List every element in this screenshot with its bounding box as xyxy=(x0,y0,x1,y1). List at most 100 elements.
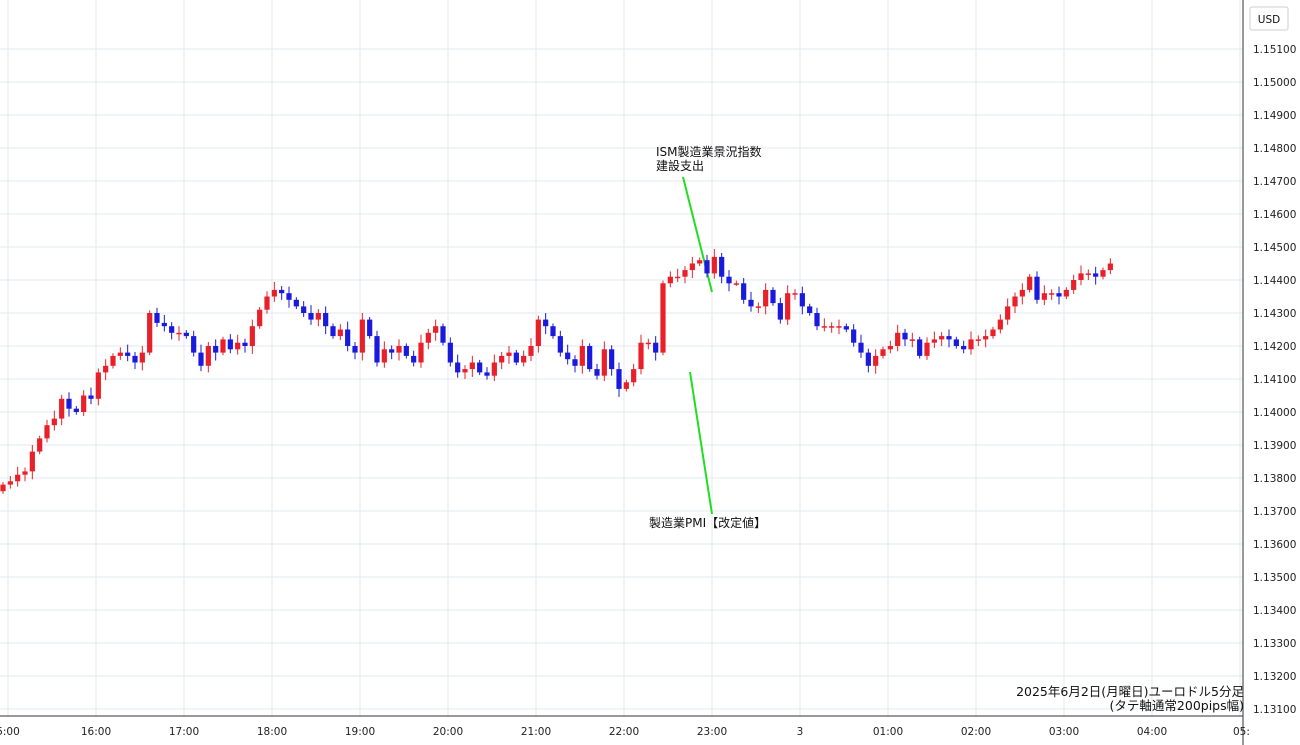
price-tick-label: 1.13700 xyxy=(1253,506,1296,518)
candle-body xyxy=(191,336,197,353)
candle-body xyxy=(0,484,6,492)
candle-body xyxy=(396,346,402,353)
candle-body xyxy=(44,425,50,439)
candle-body xyxy=(125,352,131,356)
price-axis-labels: 1.15100 1.15000 1.14900 1.14800 1.14700 1.146… xyxy=(1253,44,1296,716)
candle-body xyxy=(66,398,72,409)
caption-line: 2025年6月2日(月曜日)ユーロドル5分足 xyxy=(1016,684,1244,699)
time-tick-label: 21:00 xyxy=(521,726,551,738)
candle-body xyxy=(675,276,681,279)
candle-body xyxy=(235,342,241,350)
time-tick-label: 04:00 xyxy=(1137,726,1167,738)
candle-body xyxy=(836,326,842,328)
price-tick-label: 1.13800 xyxy=(1253,473,1296,485)
candle-body xyxy=(975,339,981,341)
candle-body xyxy=(1107,263,1113,271)
candle-body xyxy=(1063,289,1069,297)
candles xyxy=(0,248,1113,494)
candle-body xyxy=(301,306,307,313)
candle-body xyxy=(829,326,835,328)
candle-body xyxy=(1019,289,1025,297)
time-tick-label: 17:00 xyxy=(169,726,199,738)
candle-body xyxy=(455,362,461,373)
time-tick-label: 22:00 xyxy=(609,726,639,738)
candle-body xyxy=(293,299,299,307)
candle-body xyxy=(183,332,189,337)
candle-body xyxy=(81,395,87,412)
candle-body xyxy=(117,352,123,356)
candle-body xyxy=(785,293,791,320)
candle-body xyxy=(88,395,94,399)
currency-label: USD xyxy=(1258,14,1280,26)
currency-badge xyxy=(1249,6,1289,31)
candle-body xyxy=(609,349,615,370)
candle-body xyxy=(161,322,167,327)
candle-body xyxy=(484,372,490,376)
candle-body xyxy=(1041,293,1047,300)
candle-body xyxy=(176,332,182,335)
candle-body xyxy=(389,349,395,353)
price-tick-label: 1.14000 xyxy=(1253,407,1296,419)
candle-body xyxy=(286,293,292,300)
candle-body xyxy=(1005,306,1011,320)
candle-body xyxy=(880,349,886,356)
candle-body xyxy=(807,306,813,313)
candle-body xyxy=(1085,273,1091,275)
candle-body xyxy=(323,313,329,327)
candle-body xyxy=(587,346,593,370)
candle-body xyxy=(37,438,43,452)
candle-body xyxy=(513,352,519,363)
candle-body xyxy=(770,289,776,304)
price-tick-label: 1.15100 xyxy=(1253,44,1296,56)
annotation-pmi: 製造業PMI【改定値】 xyxy=(649,515,766,530)
candle-body xyxy=(865,352,871,366)
price-tick-label: 1.14500 xyxy=(1253,242,1296,254)
grid-lines xyxy=(0,0,1243,716)
candle-body xyxy=(682,270,688,277)
candle-body xyxy=(440,326,446,343)
candle-body xyxy=(213,346,219,353)
candle-body xyxy=(851,329,857,343)
candle-body xyxy=(1093,273,1099,277)
candle-body xyxy=(579,346,585,366)
candle-body xyxy=(873,355,879,366)
candle-body xyxy=(645,342,651,345)
price-tick-label: 1.13200 xyxy=(1253,671,1296,683)
candle-body xyxy=(499,355,505,363)
candle-body xyxy=(631,369,637,383)
candle-body xyxy=(777,303,783,320)
price-tick-label: 1.13600 xyxy=(1253,539,1296,551)
candle-body xyxy=(433,326,439,333)
candle-body xyxy=(345,329,351,346)
candle-body xyxy=(953,339,959,346)
candle-body xyxy=(961,346,967,350)
candle-body xyxy=(917,339,923,356)
time-tick-label: 02:00 xyxy=(961,726,991,738)
candle-body xyxy=(763,289,769,307)
candle-body xyxy=(462,369,468,373)
candle-body xyxy=(279,289,285,294)
candle-body xyxy=(132,355,138,363)
price-tick-label: 1.13900 xyxy=(1253,440,1296,452)
candle-body xyxy=(169,326,175,333)
time-tick-label: 16:00 xyxy=(81,726,111,738)
price-tick-label: 1.13300 xyxy=(1253,638,1296,650)
candle-body xyxy=(653,342,659,353)
candle-body xyxy=(29,451,35,472)
candle-body xyxy=(411,355,417,363)
price-tick-label: 1.14200 xyxy=(1253,341,1296,353)
candle-body xyxy=(337,329,343,337)
time-tick-label: 18:00 xyxy=(257,726,287,738)
annotation-ism: ISM製造業景況指数建設支出 xyxy=(656,144,762,173)
candle-body xyxy=(601,349,607,376)
candle-body xyxy=(315,313,321,320)
candle-body xyxy=(381,349,387,363)
candle-body xyxy=(748,299,754,307)
time-tick-label: 5:00 xyxy=(0,726,20,738)
caption-line: (タテ軸通常200pips幅) xyxy=(1110,698,1244,713)
candle-body xyxy=(249,326,255,346)
price-tick-label: 1.14800 xyxy=(1253,143,1296,155)
candle-body xyxy=(308,313,314,320)
